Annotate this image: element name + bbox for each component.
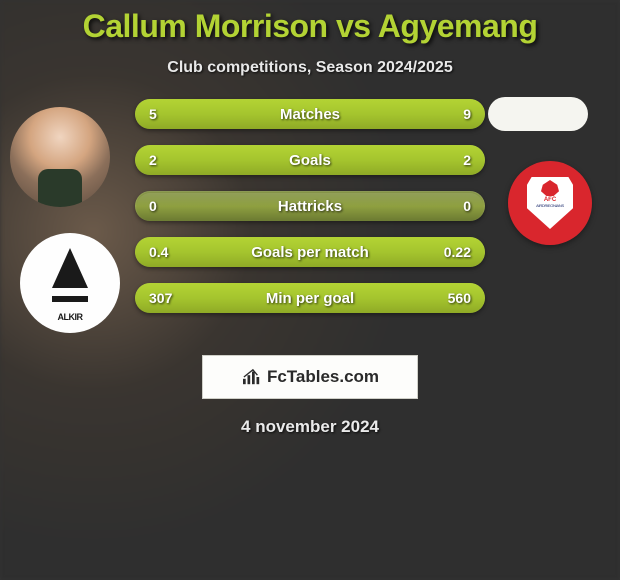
club-left-label: ALKIR: [30, 312, 110, 322]
stat-label: Matches: [135, 106, 485, 123]
comparison-area: ALKIR AFC AIRDRIEONIANS 5Matches92Goals2…: [0, 107, 620, 347]
stat-right-value: 0.22: [444, 244, 471, 260]
stat-label: Hattricks: [135, 198, 485, 215]
stat-row: 307Min per goal560: [135, 283, 485, 313]
stat-right-value: 9: [463, 106, 471, 122]
brand-text: FcTables.com: [267, 367, 379, 387]
stat-row: 2Goals2: [135, 145, 485, 175]
player-left-photo: [10, 107, 110, 207]
stat-row: 0Hattricks0: [135, 191, 485, 221]
club-left-badge: ALKIR: [20, 233, 120, 333]
brand-chart-icon: [241, 368, 263, 386]
stat-bars: 5Matches9 2Goals2 0Hattricks0 0.4Goals per …: [135, 99, 485, 329]
player-right-photo-placeholder: [488, 97, 588, 131]
subtitle: Club competitions, Season 2024/2025: [0, 59, 620, 77]
stat-label: Goals per match: [135, 244, 485, 261]
stat-right-value: 2: [463, 152, 471, 168]
stat-label: Min per goal: [135, 290, 485, 307]
stat-label: Goals: [135, 152, 485, 169]
date-label: 4 november 2024: [0, 417, 620, 437]
stat-row: 0.4Goals per match0.22: [135, 237, 485, 267]
club-right-badge: AFC AIRDRIEONIANS: [508, 161, 592, 245]
stat-row: 5Matches9: [135, 99, 485, 129]
stat-right-value: 560: [448, 290, 471, 306]
brand-box[interactable]: FcTables.com: [202, 355, 418, 399]
stat-right-value: 0: [463, 198, 471, 214]
club-right-sublabel: AIRDRIEONIANS: [536, 203, 564, 208]
page-title: Callum Morrison vs Agyemang: [0, 8, 620, 45]
